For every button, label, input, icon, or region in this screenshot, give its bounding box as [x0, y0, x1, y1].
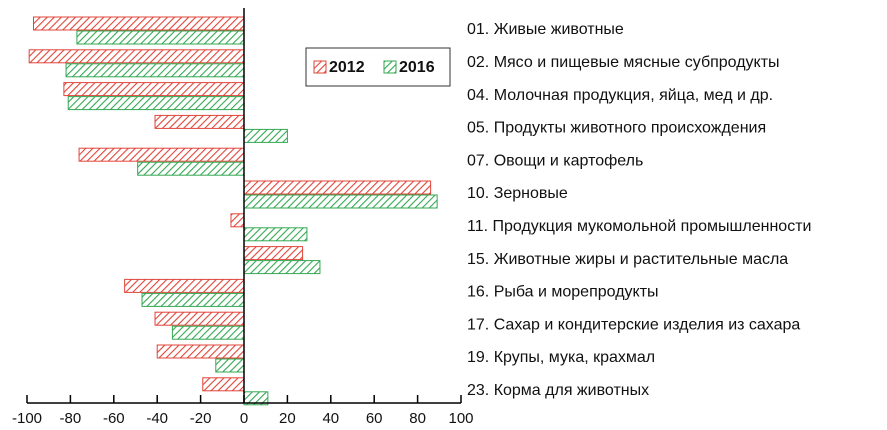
category-label: 23. Корма для животных [467, 382, 649, 399]
bar [63, 82, 245, 97]
bar [230, 213, 245, 228]
category-label: 02. Мясо и пищевые мясные субпродукты [467, 54, 780, 71]
category-label: 16. Рыба и морепродукты [467, 284, 659, 301]
bar [65, 63, 245, 78]
legend-swatch [383, 60, 397, 74]
bar [202, 377, 245, 392]
bar [243, 194, 438, 209]
bar [243, 180, 432, 195]
category-label: 05. Продукты животного происхождения [467, 120, 766, 137]
x-tick-label: -80 [60, 410, 82, 427]
bar [243, 246, 304, 261]
bar [141, 292, 245, 307]
x-tick-label: -60 [103, 410, 125, 427]
category-label: 01. Живые животные [467, 21, 624, 38]
x-tick-label: -40 [146, 410, 168, 427]
bar [154, 311, 245, 326]
bar [215, 358, 245, 373]
legend-swatch [313, 60, 327, 74]
category-label: 10. Зерновые [467, 185, 568, 202]
x-tick-label: -100 [12, 410, 42, 427]
bar [154, 114, 245, 129]
category-label: 04. Молочная продукция, яйца, мед и др. [467, 87, 773, 104]
bar [243, 260, 321, 275]
bar [76, 30, 245, 45]
x-tick-label: -20 [190, 410, 212, 427]
bar [243, 227, 308, 242]
bar [67, 96, 245, 111]
bar [78, 147, 245, 162]
x-tick-label: 80 [409, 410, 426, 427]
x-tick-label: 20 [279, 410, 296, 427]
x-tick-label: 60 [366, 410, 383, 427]
legend-label: 2016 [399, 59, 435, 76]
bar [137, 161, 245, 176]
bar [124, 278, 245, 293]
category-label: 17. Сахар и кондитерские изделия из саха… [467, 316, 800, 333]
bar [243, 128, 288, 143]
category-label: 19. Крупы, мука, крахмал [467, 349, 655, 366]
bar [171, 325, 245, 340]
category-label: 15. Животные жиры и растительные масла [467, 251, 788, 268]
x-tick-label: 100 [448, 410, 473, 427]
category-label: 11. Продукция мукомольной промышленности [467, 218, 811, 235]
bar [28, 49, 245, 64]
x-tick-label: 0 [240, 410, 248, 427]
legend-box [305, 47, 451, 87]
bar [33, 16, 245, 31]
category-label: 07. Овощи и картофель [467, 152, 643, 169]
x-tick-label: 40 [322, 410, 339, 427]
bar [156, 344, 245, 359]
legend-label: 2012 [329, 59, 365, 76]
